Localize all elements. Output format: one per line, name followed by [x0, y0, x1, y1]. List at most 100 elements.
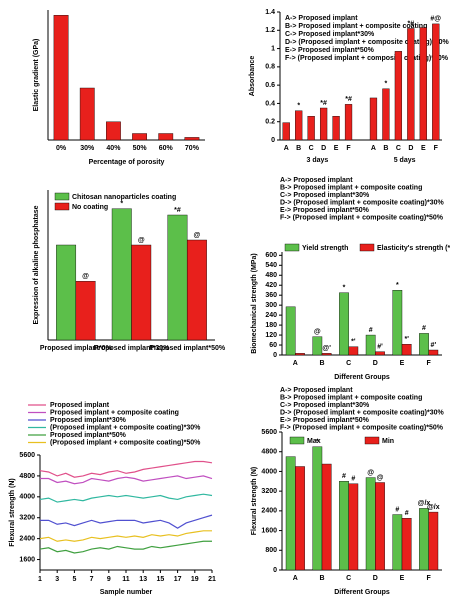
y-tick-label: 2400: [19, 535, 35, 542]
bar: [75, 281, 96, 341]
legend-line: D-> (Proposed implant + composite coatin…: [280, 409, 445, 416]
annotation: *#: [408, 20, 415, 27]
y-axis-label: Absorbance: [249, 56, 256, 97]
annotation: @: [138, 237, 145, 244]
annotation: #': [377, 344, 383, 351]
bar: [339, 292, 349, 356]
y-tick-label: 4000: [261, 468, 277, 475]
x-tick-label: F: [434, 145, 439, 152]
y-tick-label: 4800: [19, 473, 35, 480]
group-label: 3 days: [306, 157, 328, 164]
bar: [432, 23, 440, 141]
bar: [401, 518, 412, 571]
y-tick-label: 240: [265, 312, 277, 319]
bar: [382, 88, 390, 141]
x-tick-label: C: [346, 360, 351, 367]
bar: [111, 208, 132, 341]
x-tick-label: A: [284, 145, 289, 152]
y-axis-label: Biomechanical strength (MPa): [251, 253, 258, 353]
bar: [365, 334, 376, 356]
x-tick-label: D: [373, 360, 378, 367]
y-tick-label: 1.4: [265, 9, 275, 16]
legend-label: No coating: [72, 204, 108, 211]
annotation: @: [367, 469, 374, 476]
y-tick-label: 540: [265, 262, 277, 269]
line: [39, 540, 212, 554]
y-tick-label: 360: [265, 292, 277, 299]
y-axis-label: Flexural strength (N): [251, 467, 258, 535]
x-axis-label: Different Groups: [334, 374, 390, 381]
bar: [348, 346, 359, 356]
line: [39, 460, 213, 478]
bar: [321, 353, 332, 356]
x-tick-label: 13: [139, 576, 147, 583]
legend-line: E-> Proposed implant*50%: [285, 47, 375, 54]
bar: [53, 14, 69, 141]
bar: [295, 466, 305, 571]
bar: [282, 122, 290, 141]
bar: [392, 290, 403, 356]
legend-label: (Proposed implant + composite coating)*5…: [50, 439, 201, 446]
x-axis-label: Percentage of porosity: [89, 159, 165, 166]
bar: [365, 477, 376, 571]
bar: [339, 481, 349, 571]
bar: [312, 446, 323, 571]
x-tick-label: F: [346, 145, 351, 152]
x-tick-label: 5: [72, 576, 76, 583]
x-tick-label: B: [296, 145, 301, 152]
legend-line: D-> (Proposed implant + composite coatin…: [280, 199, 445, 206]
legend-label: Proposed implant + composite coating: [50, 409, 179, 416]
y-tick-label: 0: [273, 352, 277, 359]
bar: [375, 351, 385, 356]
legend-label: Elasticity's strength (*1000): [377, 245, 450, 252]
y-axis-label: Flexural strength (N): [9, 478, 16, 546]
y-tick-label: 180: [265, 322, 277, 329]
x-tick-label: 70%: [185, 145, 200, 152]
y-tick-label: 0.8: [265, 64, 275, 71]
bar: [344, 104, 353, 141]
annotation: *': [404, 336, 409, 343]
bar: [131, 244, 152, 341]
bar: [186, 239, 207, 341]
y-tick-label: 5600: [19, 452, 35, 459]
annotation: *: [343, 285, 346, 292]
x-tick-label: A: [293, 575, 298, 582]
annotation: #': [431, 342, 437, 349]
x-tick-label: 9: [107, 576, 111, 583]
x-tick-label: E: [400, 360, 405, 367]
annotation: #: [395, 506, 399, 513]
y-tick-label: 600: [265, 252, 277, 259]
x-tick-label: D: [408, 145, 413, 152]
y-tick-label: 4800: [261, 449, 277, 456]
x-tick-label: D: [373, 575, 378, 582]
y-tick-label: 4000: [19, 494, 35, 501]
legend-line: A-> Proposed implant: [285, 15, 358, 22]
x-tick-label: 40%: [106, 145, 121, 152]
bar: [56, 244, 77, 341]
legend-line: C-> Proposed implant*30%: [285, 31, 375, 38]
legend-label: (Proposed implant + composite coating)*3…: [50, 424, 201, 431]
y-tick-label: 1600: [261, 527, 277, 534]
annotation: *: [120, 201, 123, 208]
legend-swatch: [364, 436, 380, 445]
x-tick-label: F: [427, 575, 432, 582]
bar: [392, 514, 403, 571]
annotation: *': [351, 339, 356, 346]
annotation: *#: [320, 100, 327, 107]
bar: [132, 133, 147, 141]
y-tick-label: 480: [265, 272, 277, 279]
bar: [375, 482, 385, 571]
bar: [321, 463, 332, 571]
bar: [307, 116, 315, 141]
x-tick-label: 15: [157, 576, 165, 583]
bar: [428, 349, 439, 356]
x-tick-label: E: [421, 145, 426, 152]
legend-line: B-> Proposed implant + composite coating: [280, 184, 422, 191]
bar: [348, 483, 359, 571]
x-tick-label: E: [400, 575, 405, 582]
annotation: @/x: [418, 500, 431, 507]
annotation: #: [422, 325, 426, 332]
legend-label: Proposed implant*50%: [50, 432, 127, 439]
annotation: #: [369, 327, 373, 334]
